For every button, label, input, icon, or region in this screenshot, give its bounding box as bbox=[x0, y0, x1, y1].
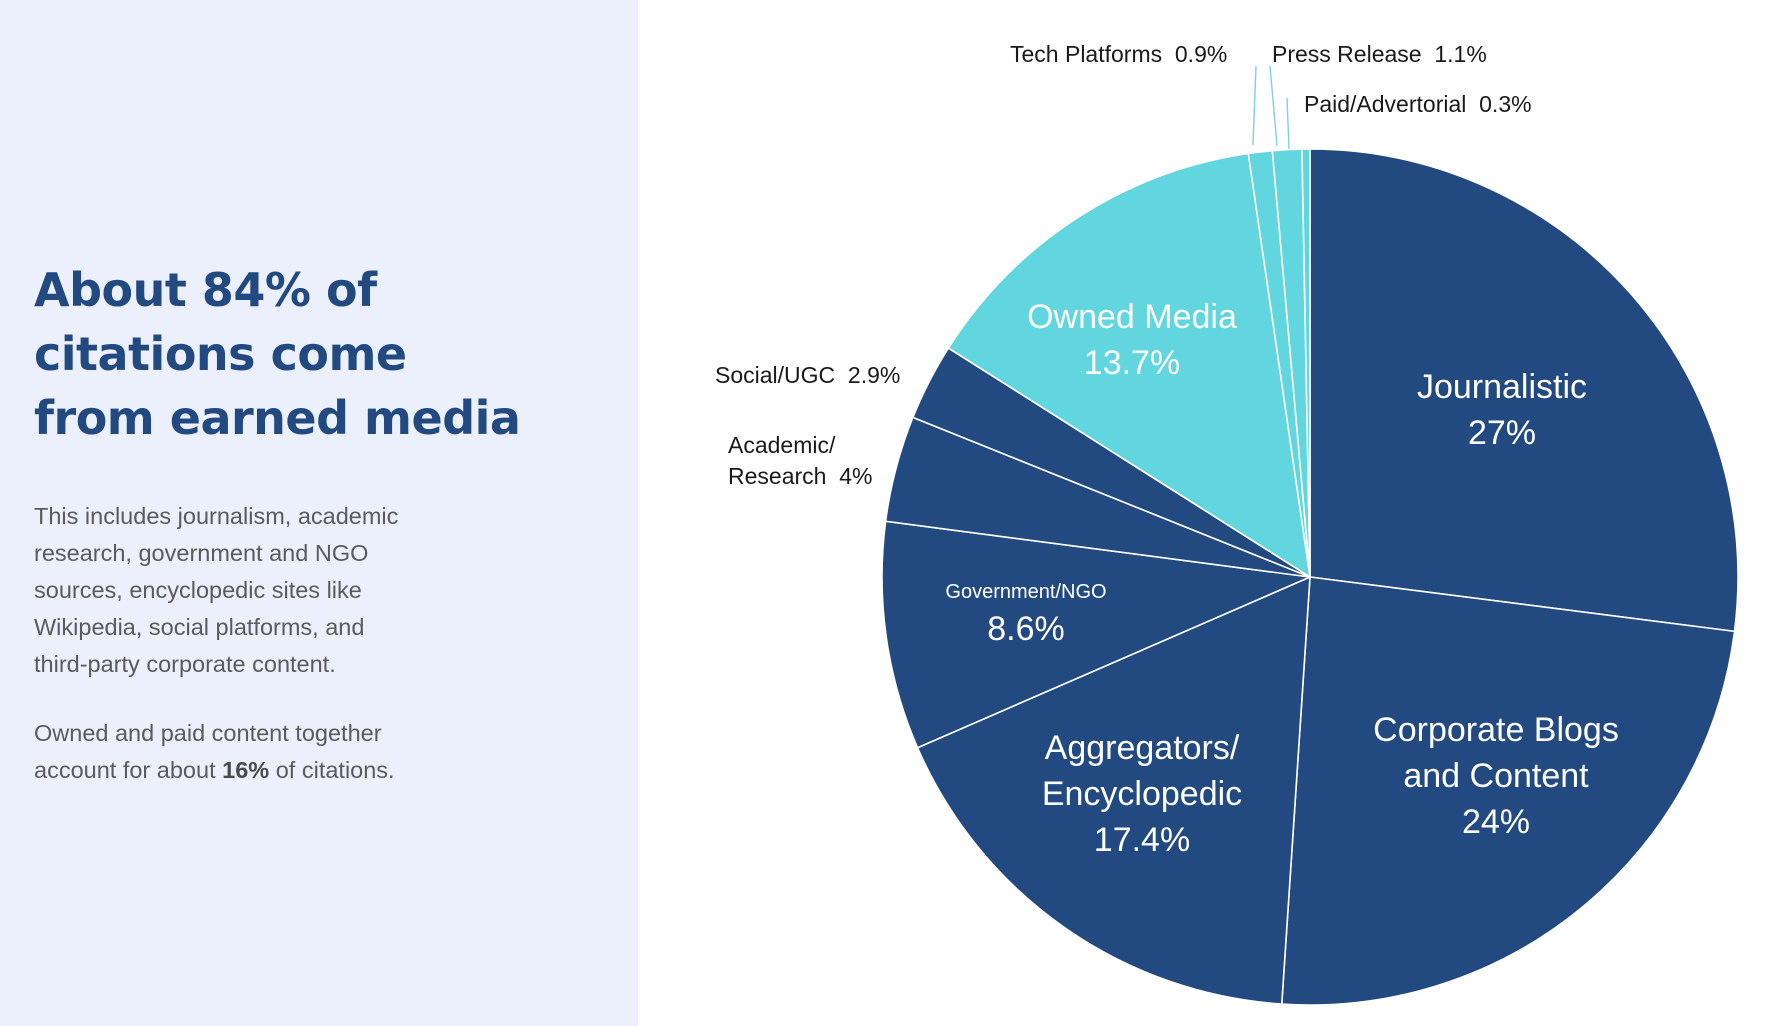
slice-label-line: Aggregators/ bbox=[1045, 729, 1240, 767]
slice-label-line: and Content bbox=[1403, 757, 1589, 795]
description-line: This includes journalism, academic bbox=[34, 503, 399, 529]
description-line: Wikipedia, social platforms, and bbox=[34, 614, 365, 640]
slice-label-government-ngo: Government/NGO 8.6% bbox=[945, 581, 1106, 648]
pie-slice-government-ngo bbox=[881, 520, 1311, 749]
slice-label-line: Research 4% bbox=[728, 463, 872, 489]
slice-label-press-release: Press Release 1.1% bbox=[1272, 41, 1487, 67]
slice-label-line: Paid/Advertorial 0.3% bbox=[1304, 91, 1532, 117]
pie-slice-aggregators-encyclopedic bbox=[916, 576, 1311, 1005]
pie-chart-area: Journalistic 27% Corporate Blogs and Conten… bbox=[638, 0, 1784, 1026]
headline: About 84% of citations come from earned … bbox=[34, 258, 614, 450]
slice-value-label: 13.7% bbox=[1084, 344, 1180, 382]
slice-label-academic-research: Academic/Research 4% bbox=[728, 432, 872, 489]
leader-line bbox=[1252, 65, 1257, 146]
slice-label-line: Academic/ bbox=[728, 432, 836, 458]
slice-label-line: Government/NGO bbox=[945, 581, 1106, 603]
slice-value-label: 17.4% bbox=[1094, 821, 1190, 859]
slice-value-label: 27% bbox=[1468, 414, 1536, 452]
slice-value-label: 8.6% bbox=[987, 610, 1065, 648]
slice-label-journalistic: Journalistic 27% bbox=[1417, 368, 1587, 452]
slice-label-line: Corporate Blogs bbox=[1373, 711, 1619, 749]
pie-slice-owned-media bbox=[947, 152, 1311, 578]
pie-slice-corporate-blogs-and-content bbox=[1280, 576, 1736, 1006]
headline-line: citations come bbox=[34, 327, 407, 381]
summary-text: of citations. bbox=[269, 757, 395, 783]
slice-value-label: 24% bbox=[1462, 803, 1530, 841]
slice-label-line: Tech Platforms 0.9% bbox=[1010, 41, 1227, 67]
slice-label-line: Journalistic bbox=[1417, 368, 1587, 406]
pie-slice-paid-advertorial bbox=[1301, 148, 1311, 578]
description-line: research, government and NGO bbox=[34, 540, 369, 566]
slice-label-owned-media: Owned Media 13.7% bbox=[1027, 298, 1237, 382]
headline-line: from earned media bbox=[34, 391, 521, 445]
slice-label-social-ugc: Social/UGC 2.9% bbox=[715, 362, 900, 388]
leader-line bbox=[1269, 65, 1278, 147]
left-panel: About 84% of citations come from earned … bbox=[0, 0, 638, 1026]
summary-line: Owned and paid content together bbox=[34, 720, 382, 746]
citation-sources-pie-chart: Journalistic 27% Corporate Blogs and Conten… bbox=[715, 41, 1739, 1006]
pie-labels: Journalistic 27% Corporate Blogs and Conten… bbox=[715, 41, 1619, 859]
pie-slices bbox=[881, 148, 1739, 1006]
slice-label-paid-advertorial: Paid/Advertorial 0.3% bbox=[1304, 91, 1532, 117]
slice-label-line: Social/UGC 2.9% bbox=[715, 362, 900, 388]
summary-line: account for about 16% of citations. bbox=[34, 752, 594, 789]
slice-label-corporate-blogs-and-content: Corporate Blogs and Content 24% bbox=[1373, 711, 1619, 841]
pie-slice-journalistic bbox=[1309, 148, 1739, 633]
summary-percentage: 16% bbox=[222, 757, 270, 783]
slice-label-line: Encyclopedic bbox=[1042, 775, 1242, 813]
slice-label-aggregators-encyclopedic: Aggregators/Encyclopedic 17.4% bbox=[1042, 729, 1242, 859]
summary-text: account for about bbox=[34, 757, 223, 783]
leader-line bbox=[1286, 97, 1290, 150]
description-line: sources, encyclopedic sites like bbox=[34, 577, 362, 603]
description-line: third-party corporate content. bbox=[34, 651, 336, 677]
slice-label-line: Owned Media bbox=[1027, 298, 1237, 336]
slice-label-tech-platforms: Tech Platforms 0.9% bbox=[1010, 41, 1227, 67]
headline-line: About 84% of bbox=[34, 263, 377, 317]
owned-paid-summary: Owned and paid content together account … bbox=[34, 715, 594, 789]
description-paragraph: This includes journalism, academic resea… bbox=[34, 498, 594, 683]
slice-label-line: Press Release 1.1% bbox=[1272, 41, 1487, 67]
